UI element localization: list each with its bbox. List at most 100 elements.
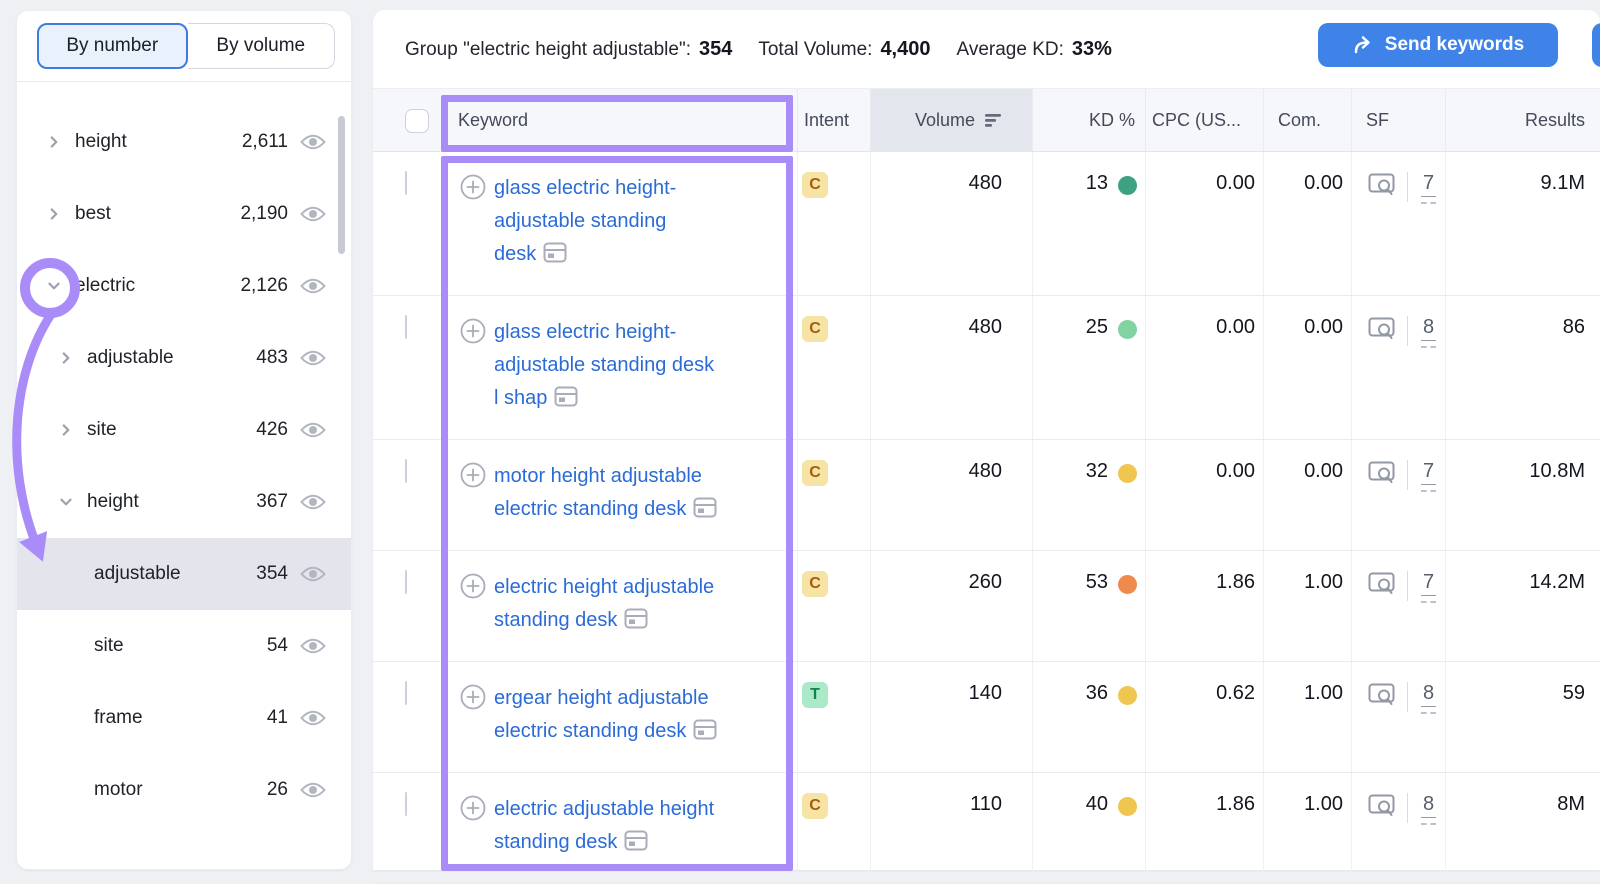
sidebar-divider (17, 81, 351, 82)
row-checkbox[interactable] (405, 681, 407, 705)
eye-icon[interactable] (300, 708, 326, 728)
keyword-link[interactable]: motor height adjustable electric standin… (494, 460, 722, 529)
serp-preview-icon[interactable] (1368, 317, 1395, 341)
add-keyword-plus-icon[interactable] (460, 573, 486, 599)
select-all-checkbox[interactable] (405, 109, 429, 133)
eye-icon[interactable] (300, 204, 326, 224)
serp-preview-icon[interactable] (1368, 572, 1395, 596)
chevron-down-icon[interactable] (45, 277, 63, 295)
intent-badge[interactable]: C (802, 316, 828, 342)
keyword-link[interactable]: glass electric height-adjustable standin… (494, 316, 722, 418)
eye-icon[interactable] (300, 636, 326, 656)
add-keyword-plus-icon[interactable] (460, 174, 486, 200)
tree-item-count: 2,611 (241, 131, 288, 152)
row-checkbox[interactable] (405, 315, 407, 339)
intent-cell: C (797, 440, 870, 550)
row-checkbox[interactable] (405, 459, 407, 483)
intent-badge[interactable]: C (802, 460, 828, 486)
send-keywords-button[interactable]: Send keywords (1318, 23, 1558, 67)
chevron-down-icon[interactable] (57, 349, 75, 367)
com-cell: 0.00 (1263, 296, 1351, 439)
intent-badge[interactable]: T (802, 682, 828, 708)
serp-preview-icon[interactable] (1368, 461, 1395, 485)
tree-item[interactable]: height 2,611 (17, 106, 351, 178)
add-keyword-plus-icon[interactable] (460, 795, 486, 821)
tree-item[interactable]: adjustable 354 (17, 538, 351, 610)
chevron-down-icon[interactable] (57, 421, 75, 439)
serp-window-icon[interactable] (624, 829, 648, 862)
sf-column-header[interactable]: SF (1351, 89, 1445, 151)
kd-difficulty-dot (1118, 797, 1137, 816)
sf-count-link[interactable]: 8 (1421, 793, 1437, 818)
serp-window-icon[interactable] (554, 385, 578, 418)
tree-item-label: height (87, 491, 139, 512)
keyword-link[interactable]: glass electric height-adjustable standin… (494, 172, 722, 274)
eye-icon[interactable] (300, 420, 326, 440)
eye-icon[interactable] (300, 492, 326, 512)
serp-window-icon[interactable] (693, 496, 717, 529)
sf-count-link[interactable]: 7 (1421, 460, 1437, 485)
by-volume-tab[interactable]: By volume (187, 23, 335, 69)
chevron-down-icon[interactable] (45, 205, 63, 223)
results-column-header[interactable]: Results (1445, 89, 1600, 151)
tree-item-label: adjustable (94, 563, 181, 584)
sf-count-link[interactable]: 8 (1421, 682, 1437, 707)
tree-item[interactable]: electric 2,126 (17, 250, 351, 322)
row-checkbox[interactable] (405, 570, 407, 594)
kd-column-header[interactable]: KD % (1032, 89, 1145, 151)
tree-item-count: 2,126 (240, 275, 288, 296)
com-cell: 1.00 (1263, 773, 1351, 883)
intent-badge[interactable]: C (802, 172, 828, 198)
serp-preview-icon[interactable] (1368, 683, 1395, 707)
intent-badge[interactable]: C (802, 571, 828, 597)
eye-icon[interactable] (300, 348, 326, 368)
results-cell: 9.1M (1445, 152, 1600, 295)
average-kd-label: Average KD: (956, 38, 1064, 60)
serp-window-icon[interactable] (693, 718, 717, 751)
group-stat: Group "electric height adjustable": 354 (405, 38, 732, 61)
chevron-down-icon[interactable] (45, 133, 63, 151)
serp-window-icon[interactable] (543, 241, 567, 274)
by-number-tab[interactable]: By number (37, 23, 188, 69)
sf-count-link[interactable]: 8 (1421, 316, 1437, 341)
eye-icon[interactable] (300, 132, 326, 152)
row-checkbox[interactable] (405, 792, 407, 816)
tree-item[interactable]: site 54 (17, 610, 351, 682)
serp-preview-icon[interactable] (1368, 173, 1395, 197)
sidebar-scrollbar[interactable] (338, 116, 345, 254)
com-column-header[interactable]: Com. (1263, 89, 1351, 151)
tree-item[interactable]: height 367 (17, 466, 351, 538)
row-checkbox[interactable] (405, 171, 407, 195)
eye-icon[interactable] (300, 780, 326, 800)
cpc-column-header[interactable]: CPC (US... (1145, 89, 1263, 151)
sf-count-link[interactable]: 7 (1421, 172, 1437, 197)
keyword-column-header[interactable]: Keyword (458, 109, 529, 130)
sf-cell: 7 (1351, 440, 1445, 550)
kd-cell: 53 (1032, 551, 1145, 661)
eye-icon[interactable] (300, 564, 326, 584)
keyword-link[interactable]: electric adjustable height standing desk (494, 793, 722, 862)
chevron-down-icon[interactable] (57, 493, 75, 511)
tree-item-count: 483 (256, 347, 288, 368)
volume-column-header[interactable]: Volume (870, 89, 1032, 151)
tree-item[interactable]: site 426 (17, 394, 351, 466)
tree-item[interactable]: frame 41 (17, 682, 351, 754)
eye-icon[interactable] (300, 276, 326, 296)
group-count: 354 (698, 37, 733, 60)
add-keyword-plus-icon[interactable] (460, 684, 486, 710)
keyword-link[interactable]: electric height adjustable standing desk (494, 571, 722, 640)
sf-count-link[interactable]: 7 (1421, 571, 1437, 596)
intent-badge[interactable]: C (802, 793, 828, 819)
intent-column-header[interactable]: Intent (797, 89, 870, 151)
serp-preview-icon[interactable] (1368, 794, 1395, 818)
cropped-edge-button[interactable] (1592, 23, 1600, 67)
tree-item[interactable]: adjustable 483 (17, 322, 351, 394)
add-keyword-plus-icon[interactable] (460, 462, 486, 488)
kd-value: 13 (1085, 172, 1108, 194)
serp-window-icon[interactable] (624, 607, 648, 640)
tree-item[interactable]: motor 26 (17, 754, 351, 826)
add-keyword-plus-icon[interactable] (460, 318, 486, 344)
tree-item[interactable]: best 2,190 (17, 178, 351, 250)
intent-cell: C (797, 152, 870, 295)
keyword-link[interactable]: ergear height adjustable electric standi… (494, 682, 722, 751)
